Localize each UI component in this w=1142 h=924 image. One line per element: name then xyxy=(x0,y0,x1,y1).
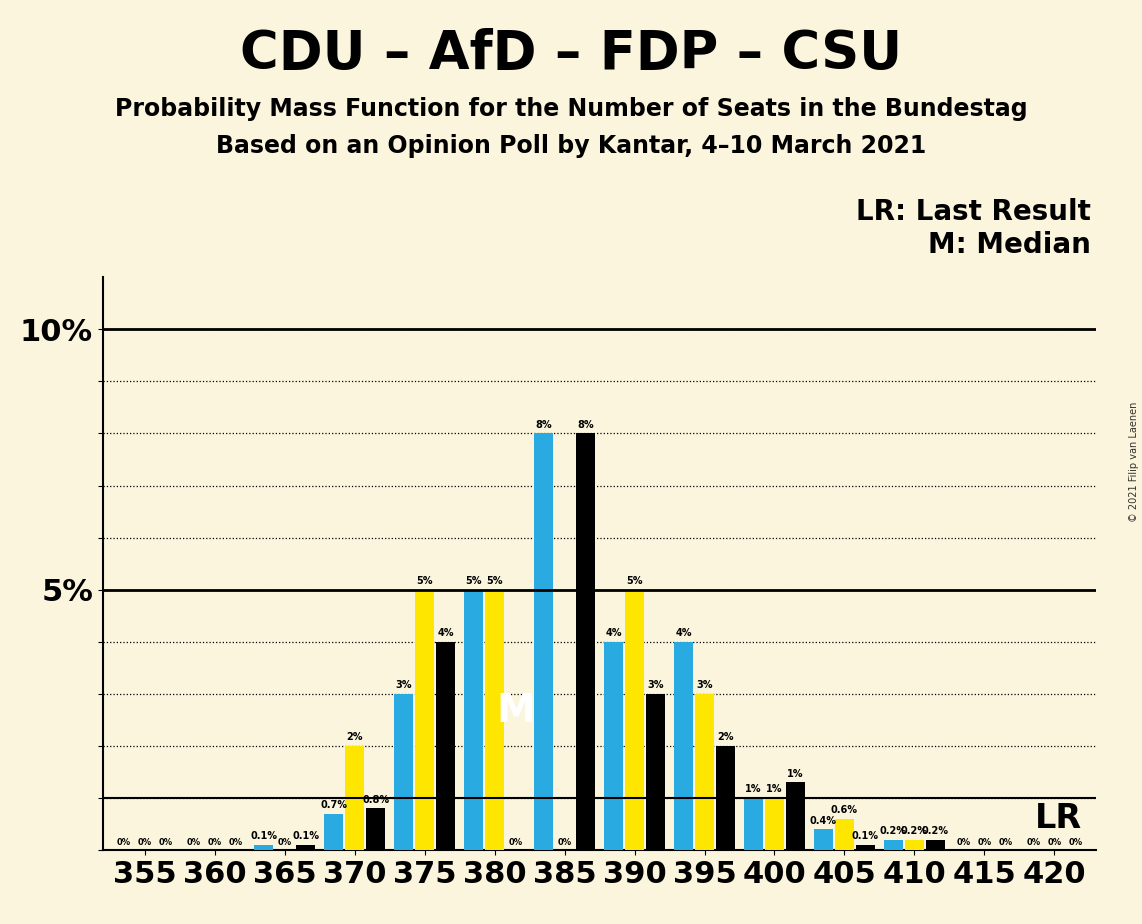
Bar xyxy=(464,590,483,850)
Text: 0.8%: 0.8% xyxy=(362,795,389,805)
Text: 1%: 1% xyxy=(787,769,804,779)
Text: 0%: 0% xyxy=(956,838,971,847)
Text: 4%: 4% xyxy=(605,628,621,638)
Text: 0%: 0% xyxy=(159,838,172,847)
Text: 0%: 0% xyxy=(116,838,131,847)
Text: 3%: 3% xyxy=(395,680,412,690)
Text: CDU – AfD – FDP – CSU: CDU – AfD – FDP – CSU xyxy=(240,28,902,79)
Text: 0.2%: 0.2% xyxy=(880,826,907,836)
Bar xyxy=(926,840,944,850)
Text: 0%: 0% xyxy=(186,838,201,847)
Text: 2%: 2% xyxy=(346,733,363,742)
Bar xyxy=(324,814,343,850)
Bar xyxy=(436,642,455,850)
Text: 0.4%: 0.4% xyxy=(810,816,837,826)
Bar xyxy=(625,590,644,850)
Text: 0%: 0% xyxy=(1027,838,1040,847)
Text: 5%: 5% xyxy=(626,576,643,586)
Text: 0.6%: 0.6% xyxy=(831,805,858,815)
Bar xyxy=(884,840,903,850)
Text: 0%: 0% xyxy=(557,838,572,847)
Text: 0.1%: 0.1% xyxy=(852,832,879,841)
Text: 3%: 3% xyxy=(648,680,664,690)
Text: 4%: 4% xyxy=(675,628,692,638)
Bar xyxy=(416,590,434,850)
Bar xyxy=(765,798,783,850)
Bar xyxy=(835,819,854,850)
Bar xyxy=(695,694,714,850)
Text: 0.1%: 0.1% xyxy=(292,832,319,841)
Text: 2%: 2% xyxy=(717,733,734,742)
Text: 5%: 5% xyxy=(417,576,433,586)
Text: 0%: 0% xyxy=(208,838,222,847)
Text: 8%: 8% xyxy=(536,419,552,430)
Bar xyxy=(745,798,763,850)
Text: LR: LR xyxy=(1035,802,1083,835)
Text: 5%: 5% xyxy=(465,576,482,586)
Text: Based on an Opinion Poll by Kantar, 4–10 March 2021: Based on an Opinion Poll by Kantar, 4–10… xyxy=(216,134,926,158)
Text: 0%: 0% xyxy=(138,838,152,847)
Text: 1%: 1% xyxy=(746,784,762,795)
Bar xyxy=(856,845,875,850)
Text: M: M xyxy=(497,692,534,730)
Text: 0.2%: 0.2% xyxy=(922,826,949,836)
Text: 4%: 4% xyxy=(437,628,453,638)
Text: 0.1%: 0.1% xyxy=(250,832,278,841)
Text: 0%: 0% xyxy=(998,838,1013,847)
Bar xyxy=(534,433,553,850)
Bar xyxy=(604,642,624,850)
Bar xyxy=(786,783,805,850)
Text: © 2021 Filip van Laenen: © 2021 Filip van Laenen xyxy=(1129,402,1139,522)
Text: 0%: 0% xyxy=(278,838,291,847)
Text: 0%: 0% xyxy=(228,838,243,847)
Bar xyxy=(485,590,504,850)
Bar xyxy=(674,642,693,850)
Bar xyxy=(255,845,273,850)
Bar xyxy=(814,829,833,850)
Text: LR: Last Result: LR: Last Result xyxy=(855,199,1091,226)
Text: Probability Mass Function for the Number of Seats in the Bundestag: Probability Mass Function for the Number… xyxy=(114,97,1028,121)
Text: 8%: 8% xyxy=(577,419,594,430)
Bar xyxy=(394,694,413,850)
Text: 0%: 0% xyxy=(978,838,991,847)
Text: 0%: 0% xyxy=(1047,838,1061,847)
Text: 0%: 0% xyxy=(508,838,523,847)
Text: 1%: 1% xyxy=(766,784,782,795)
Bar xyxy=(576,433,595,850)
Text: 5%: 5% xyxy=(486,576,502,586)
Bar xyxy=(296,845,315,850)
Text: 0.7%: 0.7% xyxy=(320,800,347,810)
Bar xyxy=(367,808,385,850)
Bar xyxy=(345,746,364,850)
Text: 0%: 0% xyxy=(1068,838,1083,847)
Bar xyxy=(646,694,665,850)
Bar xyxy=(904,840,924,850)
Text: 0.2%: 0.2% xyxy=(901,826,928,836)
Text: 3%: 3% xyxy=(697,680,713,690)
Text: M: Median: M: Median xyxy=(927,231,1091,259)
Bar xyxy=(716,746,735,850)
